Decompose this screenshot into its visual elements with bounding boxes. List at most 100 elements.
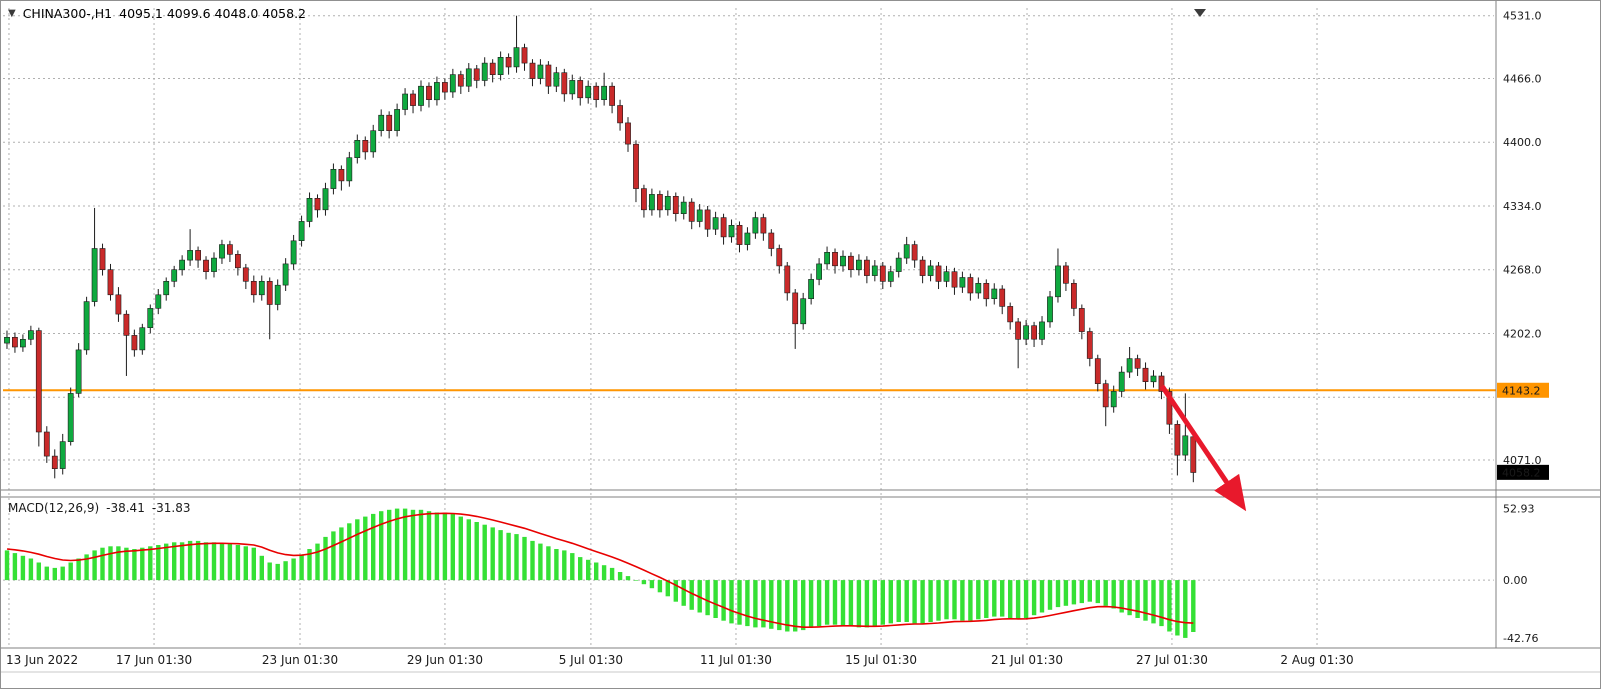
- macd-signal-line: [6, 512, 1194, 629]
- candle-up: [290, 240, 297, 265]
- candle-up: [1039, 321, 1045, 340]
- candle-up: [465, 68, 472, 87]
- macd-bar: [1095, 580, 1100, 604]
- macd-bar: [172, 542, 177, 581]
- candle-down: [919, 259, 926, 276]
- candle-down: [561, 72, 568, 95]
- macd-bar: [355, 519, 360, 581]
- macd-bar: [1167, 580, 1172, 632]
- macd-bar: [976, 580, 981, 620]
- macd-bar: [466, 519, 471, 581]
- macd-bar: [1000, 580, 1005, 617]
- candle-down: [1063, 265, 1069, 284]
- chart-header: ▼ CHINA300-,H1 4095.1 4099.6 4048.0 4058…: [8, 6, 306, 21]
- macd-bar: [299, 554, 304, 581]
- macd-bar: [347, 523, 352, 581]
- candle-down: [529, 62, 536, 79]
- candle-up: [402, 93, 408, 110]
- macd-bar: [227, 543, 233, 581]
- time-axis[interactable]: 13 Jun 2022 17 Jun 01:30 23 Jun 01:30 29 Ju…: [6, 653, 1354, 667]
- candle-down: [410, 93, 416, 106]
- candle-down: [1166, 391, 1173, 425]
- macd-bar: [1079, 580, 1084, 604]
- candle-down: [473, 68, 480, 81]
- candle-down: [1158, 375, 1165, 392]
- macd-bar: [179, 542, 185, 581]
- candle-up: [537, 64, 544, 79]
- macd-bar: [60, 566, 65, 581]
- candle-up: [855, 259, 862, 271]
- candle-down: [426, 85, 432, 100]
- macd-bar: [944, 580, 949, 620]
- macd-bar: [1063, 580, 1069, 606]
- macd-bar: [745, 580, 750, 627]
- candle-up: [840, 255, 846, 267]
- candle-down: [760, 217, 767, 234]
- candle-up: [816, 263, 822, 280]
- macd-bar: [140, 547, 145, 581]
- macd-bar: [363, 516, 368, 581]
- trend-arrow-annotation[interactable]: [1159, 384, 1247, 512]
- candle-down: [242, 267, 249, 282]
- macd-bar: [625, 576, 631, 581]
- candle-down: [386, 114, 393, 131]
- macd-bar: [1015, 580, 1021, 620]
- macd-bar: [283, 561, 288, 581]
- candle-up: [4, 336, 10, 344]
- time-axis-label: 2 Aug 01:30: [1280, 653, 1353, 667]
- chart-plot-area[interactable]: [3, 8, 1494, 490]
- macd-axis-label: 52.93: [1503, 503, 1535, 516]
- macd-bar: [402, 508, 408, 581]
- macd-bar: [673, 580, 678, 602]
- candle-up: [871, 265, 878, 276]
- price-axis[interactable]: 4531.0 4466.0 4400.0 4334.0 4268.0 4202.0 4071…: [1503, 10, 1542, 645]
- macd-signal-value: -31.83: [151, 501, 191, 515]
- candle-down: [625, 122, 631, 145]
- macd-bar: [219, 543, 225, 581]
- macd-bar: [641, 580, 647, 585]
- candle-down: [832, 252, 838, 267]
- macd-bar: [594, 562, 599, 581]
- candle-down: [593, 85, 600, 100]
- candle-down: [609, 85, 615, 106]
- time-axis-label: 15 Jul 01:30: [845, 653, 917, 667]
- macd-bar: [323, 536, 328, 581]
- candle-down: [720, 217, 727, 238]
- macd-bar: [1031, 580, 1037, 616]
- macd-main-value: -38.41: [106, 501, 145, 515]
- price-axis-label: 4334.0: [1503, 200, 1542, 213]
- macd-bar: [617, 572, 623, 581]
- macd-bar: [952, 580, 957, 620]
- candle-down: [123, 313, 130, 336]
- macd-bar: [371, 513, 376, 581]
- candle-up: [187, 250, 193, 261]
- time-axis-label: 11 Jul 01:30: [700, 653, 772, 667]
- hline-price-tag: 4143.2: [1497, 382, 1549, 398]
- candle-up: [1047, 296, 1053, 323]
- candle-down: [35, 330, 42, 433]
- current-price-tag: 4058.2: [1497, 464, 1549, 480]
- time-axis-label: 21 Jul 01:30: [991, 653, 1063, 667]
- macd-bar: [307, 549, 312, 581]
- symbol-timeframe-label: CHINA300-,H1: [22, 6, 113, 21]
- candle-up: [258, 280, 265, 296]
- candle-down: [505, 56, 512, 68]
- candle-down: [1007, 306, 1014, 323]
- candle-up: [895, 257, 902, 272]
- macd-bar: [1023, 580, 1029, 618]
- symbol-dropdown-icon[interactable]: ▼: [8, 7, 16, 19]
- macd-bar: [275, 563, 280, 581]
- macd-bar: [387, 509, 392, 581]
- candle-down: [1142, 367, 1149, 383]
- candle-down: [633, 143, 639, 189]
- macd-bar: [832, 580, 838, 625]
- chart-shift-marker-icon[interactable]: [1194, 9, 1206, 17]
- candle-up: [449, 74, 456, 93]
- candle-down: [51, 455, 58, 470]
- macd-bar: [1103, 580, 1108, 606]
- time-axis-label: 17 Jun 01:30: [116, 653, 192, 667]
- macd-bar: [20, 555, 26, 581]
- macd-bar: [164, 543, 169, 581]
- candle-down: [195, 250, 201, 261]
